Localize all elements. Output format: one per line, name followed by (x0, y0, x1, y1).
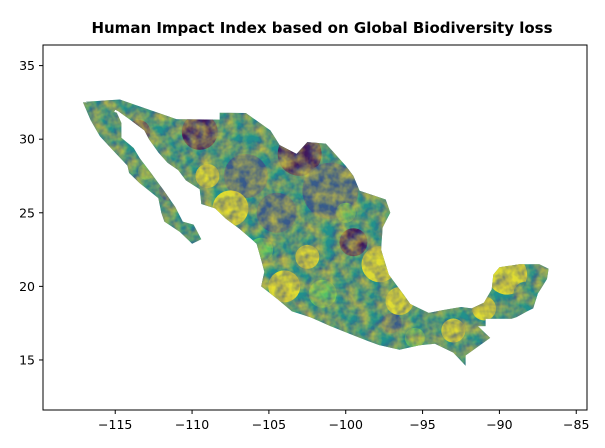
x-tick-label: −105 (252, 417, 286, 432)
y-tick-label: 20 (19, 279, 35, 294)
map-axes: −115 −110 −105 −100 −95 −90 −85 15 20 25 30 35 (19, 44, 589, 432)
x-tick-label: −115 (98, 417, 132, 432)
axes-frame (42, 44, 588, 411)
y-tick-label: 35 (19, 58, 35, 73)
x-tick-label: −100 (329, 417, 363, 432)
y-tick-label: 30 (19, 132, 35, 147)
x-tick-label: −110 (175, 417, 209, 432)
impact-raster (83, 99, 549, 366)
y-tick-label: 15 (19, 352, 35, 367)
x-tick-label: −90 (486, 417, 512, 432)
y-tick-label: 25 (19, 205, 35, 220)
x-tick-label: −85 (563, 417, 589, 432)
map-title: Human Impact Index based on Global Biodi… (91, 19, 552, 37)
raster-texture-light (83, 99, 549, 366)
map-plot-area (83, 99, 549, 366)
x-tick-label: −95 (409, 417, 435, 432)
